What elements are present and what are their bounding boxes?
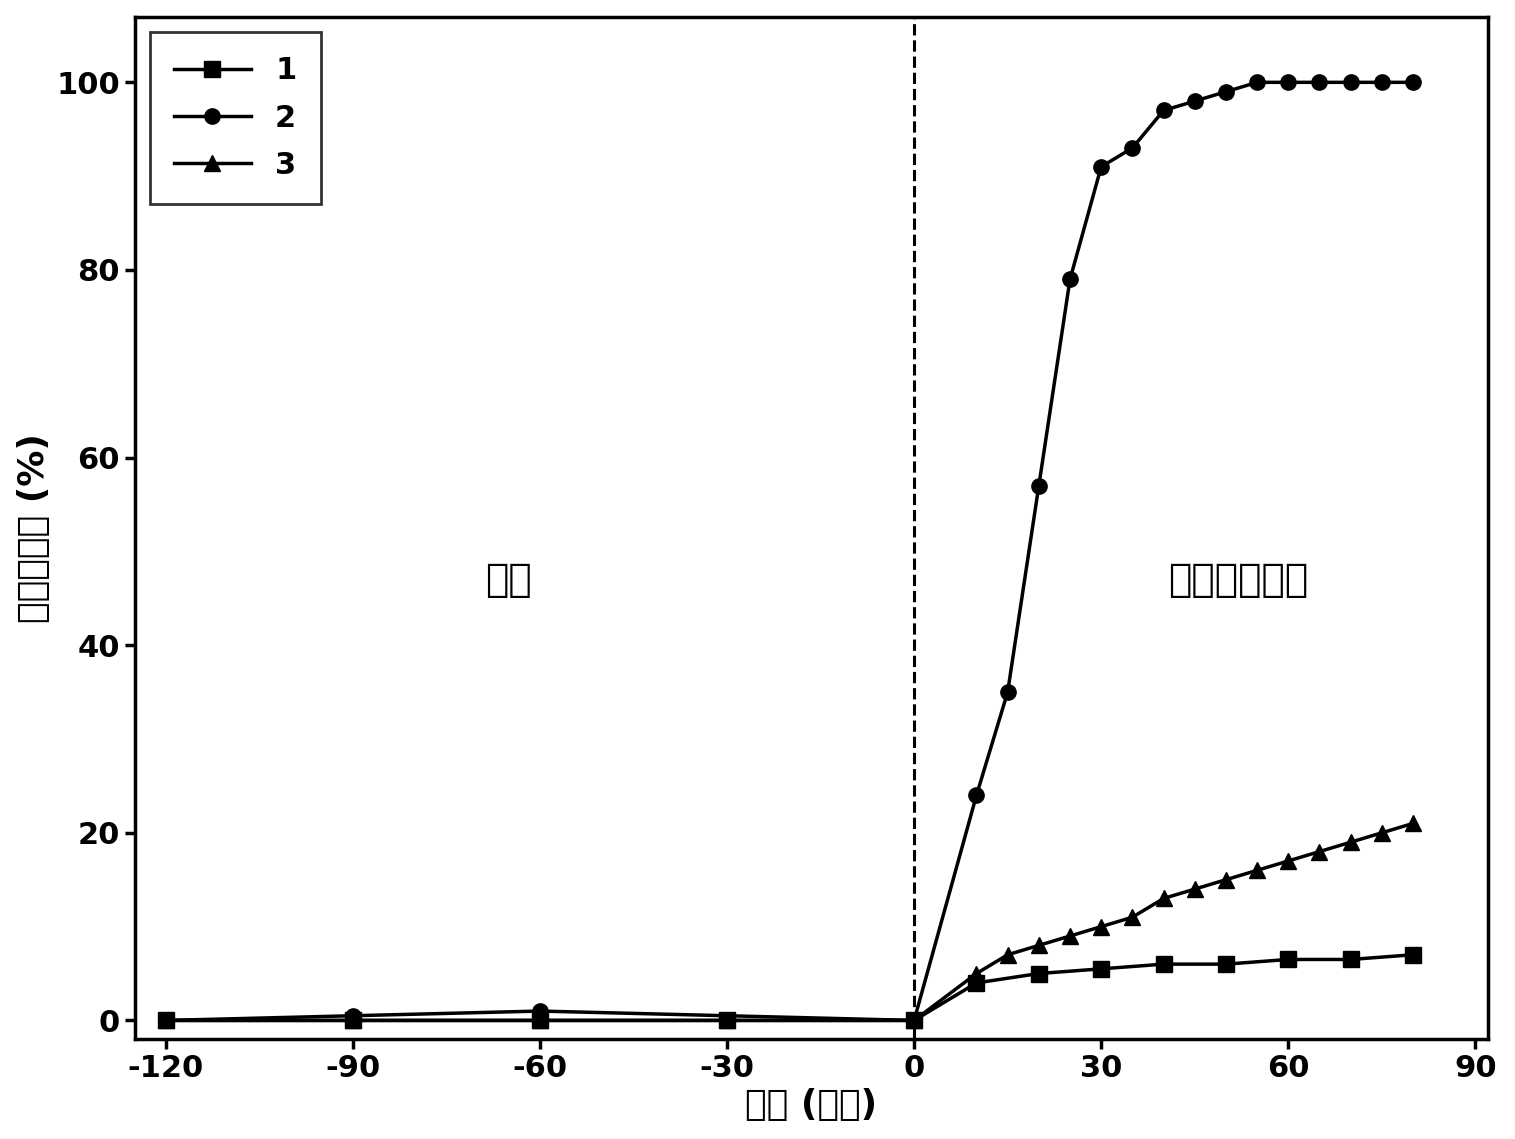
2 bbox=[1373, 75, 1391, 89]
Text: 暗态: 暗态 bbox=[485, 560, 532, 598]
2 bbox=[1404, 75, 1423, 89]
1 bbox=[718, 1014, 736, 1027]
3 bbox=[344, 1014, 362, 1027]
2 bbox=[998, 686, 1017, 699]
3 bbox=[1154, 892, 1173, 906]
1 bbox=[344, 1014, 362, 1027]
3 bbox=[968, 967, 986, 981]
Line: 2: 2 bbox=[158, 75, 1421, 1029]
Legend: 1, 2, 3: 1, 2, 3 bbox=[150, 32, 321, 205]
3 bbox=[1092, 920, 1110, 934]
3 bbox=[1373, 826, 1391, 839]
1 bbox=[904, 1014, 923, 1027]
3 bbox=[1310, 845, 1329, 859]
2 bbox=[156, 1014, 174, 1027]
Text: 模拟太阳光照: 模拟太阳光照 bbox=[1168, 560, 1309, 598]
1 bbox=[1279, 952, 1297, 966]
2 bbox=[1123, 141, 1141, 155]
1 bbox=[1217, 957, 1235, 970]
3 bbox=[1248, 863, 1267, 877]
2 bbox=[344, 1009, 362, 1023]
Line: 3: 3 bbox=[158, 816, 1421, 1029]
3 bbox=[1060, 929, 1079, 943]
2 bbox=[1342, 75, 1360, 89]
1 bbox=[156, 1014, 174, 1027]
2 bbox=[904, 1014, 923, 1027]
2 bbox=[1154, 104, 1173, 117]
2 bbox=[1060, 272, 1079, 286]
Line: 1: 1 bbox=[158, 948, 1421, 1029]
1 bbox=[530, 1014, 548, 1027]
3 bbox=[904, 1014, 923, 1027]
1 bbox=[968, 976, 986, 990]
3 bbox=[1186, 883, 1204, 896]
3 bbox=[1217, 872, 1235, 886]
2 bbox=[1030, 478, 1048, 492]
3 bbox=[998, 948, 1017, 961]
3 bbox=[156, 1014, 174, 1027]
2 bbox=[968, 788, 986, 802]
2 bbox=[1248, 75, 1267, 89]
3 bbox=[1030, 939, 1048, 952]
1 bbox=[1092, 962, 1110, 976]
1 bbox=[1342, 952, 1360, 966]
3 bbox=[530, 1014, 548, 1027]
3 bbox=[1279, 854, 1297, 868]
2 bbox=[1310, 75, 1329, 89]
2 bbox=[530, 1005, 548, 1018]
3 bbox=[718, 1014, 736, 1027]
1 bbox=[1030, 967, 1048, 981]
Y-axis label: 乙烯降解率 (%): 乙烯降解率 (%) bbox=[17, 433, 50, 623]
X-axis label: 时间 (分钟): 时间 (分钟) bbox=[745, 1089, 877, 1122]
2 bbox=[1186, 95, 1204, 108]
2 bbox=[1279, 75, 1297, 89]
2 bbox=[1217, 85, 1235, 99]
3 bbox=[1123, 910, 1141, 924]
3 bbox=[1342, 835, 1360, 849]
1 bbox=[1404, 948, 1423, 961]
3 bbox=[1404, 817, 1423, 830]
2 bbox=[1092, 159, 1110, 173]
1 bbox=[1154, 957, 1173, 970]
